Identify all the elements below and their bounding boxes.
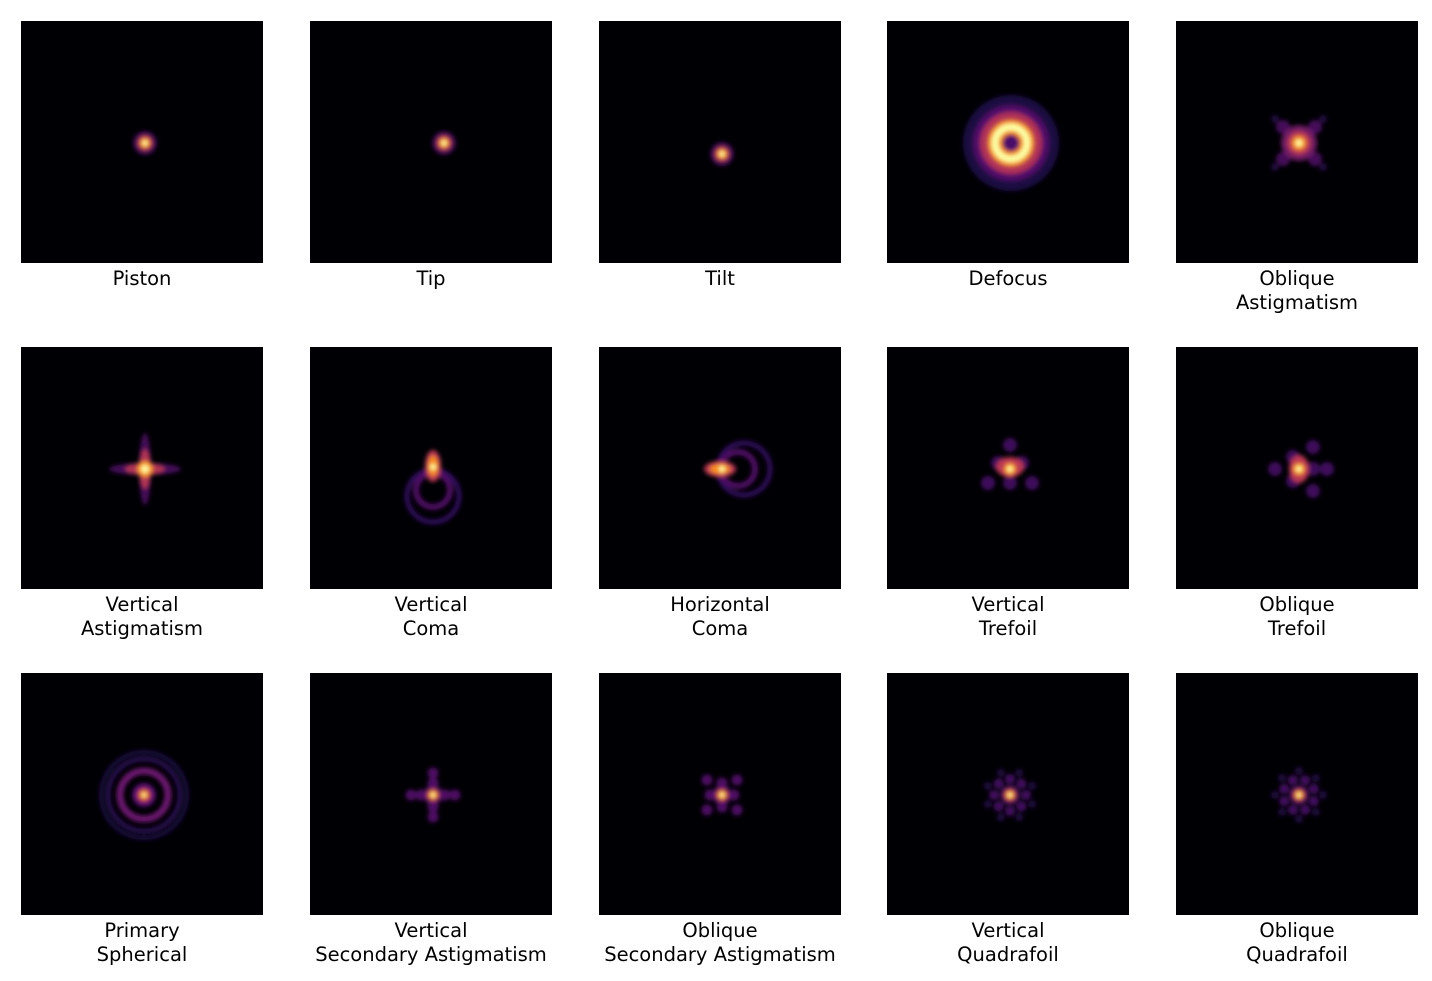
psf-pattern — [133, 131, 157, 155]
psf-pattern — [404, 450, 462, 525]
psf-caption-vertical-trefoil: Vertical Trefoil — [863, 593, 1153, 641]
psf-caption-horizontal-coma: Horizontal Coma — [575, 593, 865, 641]
caption-line: Piston — [112, 267, 172, 290]
caption-line: Astigmatism — [80, 617, 204, 640]
caption-line: Coma — [691, 617, 749, 640]
caption-line: Quadrafoil — [1246, 943, 1348, 966]
psf-image-vertical-astigmatism — [21, 347, 263, 589]
psf-pattern — [1271, 115, 1327, 171]
psf-image-vertical-secondary-astigmatism — [310, 673, 552, 915]
psf-caption-tip: Tip — [286, 267, 576, 291]
psf-caption-tilt: Tilt — [575, 267, 865, 291]
psf-caption-vertical-quadrafoil: Vertical Quadrafoil — [863, 919, 1153, 967]
psf-pattern — [963, 95, 1059, 191]
psf-panel-vertical-quadrafoil — [887, 673, 1129, 915]
psf-pattern — [1271, 767, 1327, 823]
psf-panel-vertical-secondary-astigmatism — [310, 673, 552, 915]
psf-pattern — [704, 440, 773, 498]
psf-caption-vertical-secondary-astigmatism: Vertical Secondary Astigmatism — [286, 919, 576, 967]
psf-image-vertical-quadrafoil — [887, 673, 1129, 915]
caption-line: Coma — [402, 617, 460, 640]
psf-panel-oblique-secondary-astigmatism — [599, 673, 841, 915]
psf-image-vertical-trefoil — [887, 347, 1129, 589]
psf-pattern — [701, 774, 743, 816]
caption-line: Secondary Astigmatism — [604, 943, 836, 966]
psf-caption-defocus: Defocus — [863, 267, 1153, 291]
caption-line: Oblique — [1259, 267, 1335, 290]
caption-line: Astigmatism — [1235, 291, 1359, 314]
caption-line: Vertical — [394, 919, 468, 942]
psf-caption-primary-spherical: Primary Spherical — [0, 919, 287, 967]
psf-panel-vertical-coma — [310, 347, 552, 589]
psf-caption-oblique-secondary-astigmatism: Oblique Secondary Astigmatism — [575, 919, 865, 967]
psf-image-oblique-astigmatism — [1176, 21, 1418, 263]
psf-panel-horizontal-coma — [599, 347, 841, 589]
psf-image-oblique-quadrafoil — [1176, 673, 1418, 915]
psf-image-horizontal-coma — [599, 347, 841, 589]
caption-line: Spherical — [96, 943, 188, 966]
psf-image-vertical-coma — [310, 347, 552, 589]
psf-image-defocus — [887, 21, 1129, 263]
psf-panel-oblique-quadrafoil — [1176, 673, 1418, 915]
psf-caption-vertical-astigmatism: Vertical Astigmatism — [0, 593, 287, 641]
caption-line: Trefoil — [978, 617, 1038, 640]
caption-line: Oblique — [682, 919, 758, 942]
psf-panel-vertical-trefoil — [887, 347, 1129, 589]
psf-caption-oblique-quadrafoil: Oblique Quadrafoil — [1152, 919, 1432, 967]
psf-panel-tilt — [599, 21, 841, 263]
psf-panel-vertical-astigmatism — [21, 347, 263, 589]
psf-panel-oblique-astigmatism — [1176, 21, 1418, 263]
caption-line: Quadrafoil — [957, 943, 1059, 966]
psf-image-tilt — [599, 21, 841, 263]
caption-line: Horizontal — [670, 593, 770, 616]
psf-pattern — [405, 767, 461, 823]
psf-pattern — [432, 131, 456, 155]
psf-panel-oblique-trefoil — [1176, 347, 1418, 589]
caption-line: Vertical — [394, 593, 468, 616]
caption-line: Oblique — [1259, 593, 1335, 616]
psf-panel-defocus — [887, 21, 1129, 263]
psf-pattern — [983, 768, 1037, 822]
psf-panel-piston — [21, 21, 263, 263]
caption-line: Vertical — [105, 593, 179, 616]
psf-pattern — [1268, 440, 1334, 498]
psf-image-primary-spherical — [21, 673, 263, 915]
psf-panel-tip — [310, 21, 552, 263]
psf-caption-oblique-astigmatism: Oblique Astigmatism — [1152, 267, 1432, 315]
psf-pattern — [710, 142, 734, 166]
psf-caption-vertical-coma: Vertical Coma — [286, 593, 576, 641]
psf-caption-oblique-trefoil: Oblique Trefoil — [1152, 593, 1432, 641]
caption-line: Tilt — [705, 267, 735, 290]
caption-line: Defocus — [968, 267, 1048, 290]
caption-line: Oblique — [1259, 919, 1335, 942]
psf-panel-primary-spherical — [21, 673, 263, 915]
psf-image-oblique-trefoil — [1176, 347, 1418, 589]
caption-line: Secondary Astigmatism — [315, 943, 547, 966]
psf-pattern — [981, 438, 1039, 490]
psf-pattern — [99, 750, 189, 840]
psf-image-oblique-secondary-astigmatism — [599, 673, 841, 915]
caption-line: Vertical — [971, 919, 1045, 942]
psf-image-tip — [310, 21, 552, 263]
caption-line: Primary — [104, 919, 180, 942]
caption-line: Tip — [416, 267, 446, 290]
psf-pattern — [109, 433, 181, 505]
psf-image-piston — [21, 21, 263, 263]
psf-caption-piston: Piston — [0, 267, 287, 291]
caption-line: Trefoil — [1267, 617, 1327, 640]
caption-line: Vertical — [971, 593, 1045, 616]
